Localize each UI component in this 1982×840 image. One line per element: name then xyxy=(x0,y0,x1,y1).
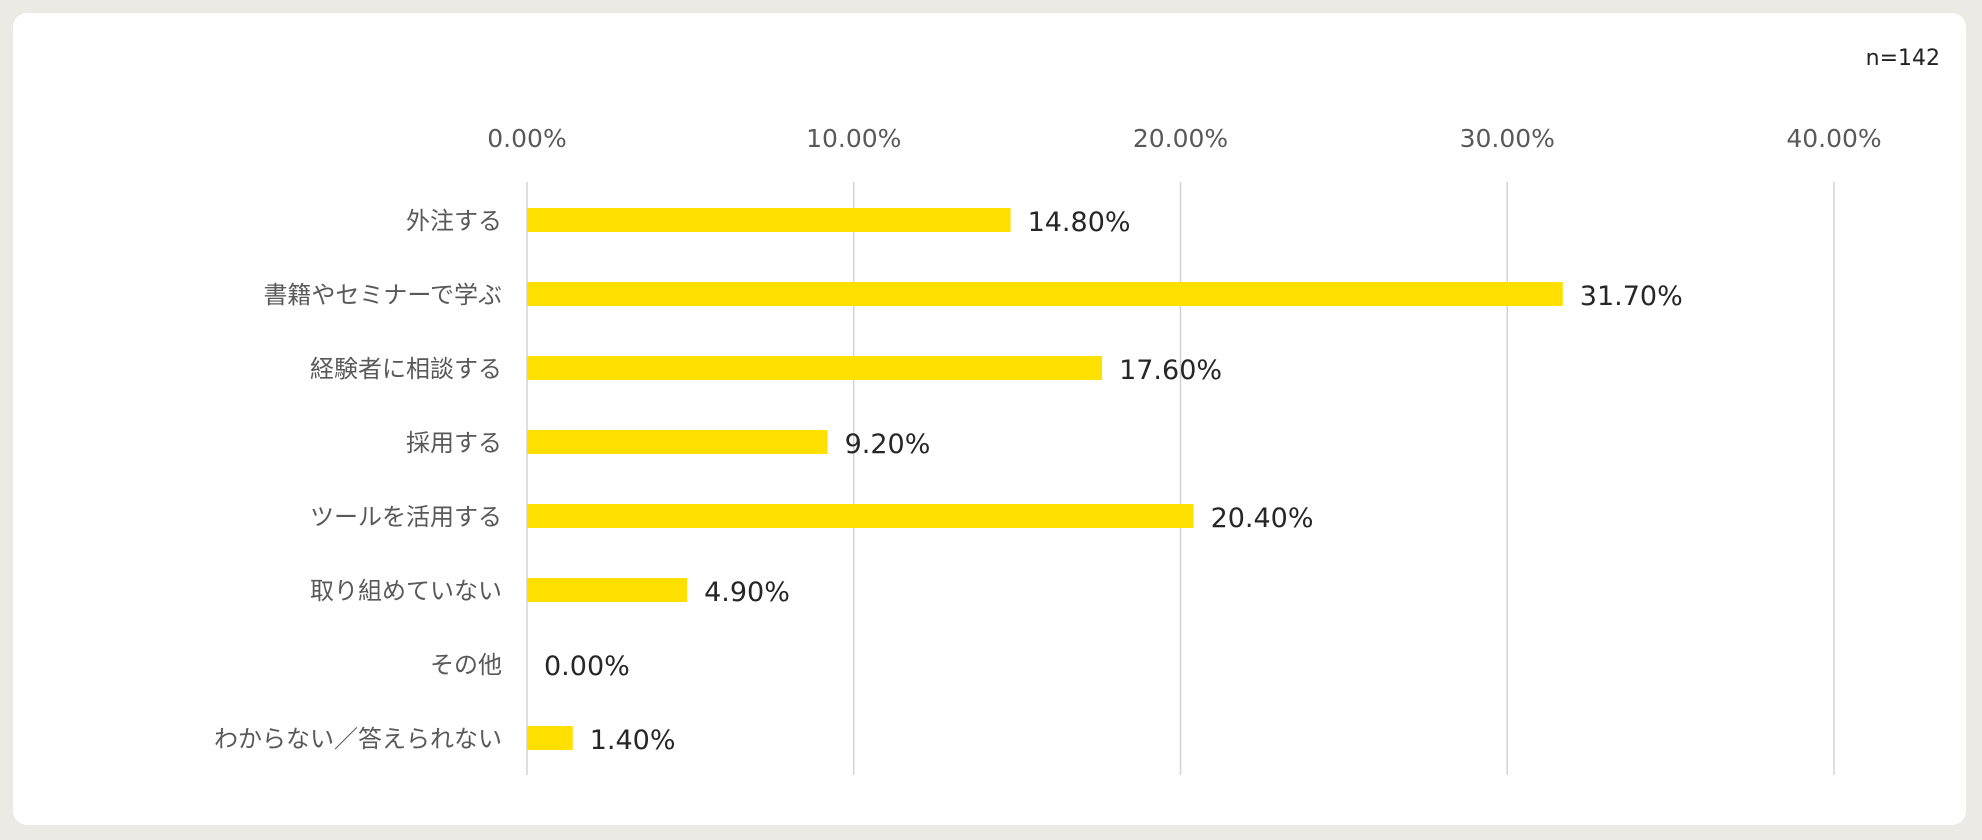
bars xyxy=(527,208,1563,750)
x-tick-label: 10.00% xyxy=(806,124,901,153)
value-label: 9.20% xyxy=(845,429,931,460)
category-label: 取り組めていない xyxy=(310,577,502,605)
category-label: 採用する xyxy=(406,429,502,457)
category-label: ツールを活用する xyxy=(310,503,502,531)
value-label: 14.80% xyxy=(1028,207,1131,238)
bar xyxy=(527,504,1194,528)
value-label: 1.40% xyxy=(590,725,676,756)
x-tick-label: 40.00% xyxy=(1786,124,1881,153)
x-tick-label: 30.00% xyxy=(1460,124,1555,153)
bar xyxy=(527,578,688,602)
value-label: 31.70% xyxy=(1580,281,1683,312)
category-labels: 外注する書籍やセミナーで学ぶ経験者に相談する採用するツールを活用する取り組めてい… xyxy=(214,207,502,753)
category-label: 経験者に相談する xyxy=(310,355,502,383)
bar xyxy=(527,356,1103,380)
bar xyxy=(527,726,573,750)
category-label: その他 xyxy=(430,651,502,679)
value-label: 17.60% xyxy=(1119,355,1222,386)
x-axis-ticks: 0.00% 10.00% 20.00% 30.00% 40.00% xyxy=(487,124,1881,153)
value-labels: 14.80% 31.70% 17.60% 9.20% 20.40% 4.90% 0.00% 1… xyxy=(544,207,1683,756)
value-label: 20.40% xyxy=(1211,503,1314,534)
sample-size-label: n=142 xyxy=(1865,46,1940,71)
bar xyxy=(527,282,1563,306)
category-label: わからない／答えられない xyxy=(214,725,502,753)
gridlines xyxy=(526,182,1835,775)
x-tick-label: 20.00% xyxy=(1133,124,1228,153)
value-label: 4.90% xyxy=(704,577,790,608)
category-label: 外注する xyxy=(406,207,502,235)
bar xyxy=(527,430,828,454)
bar xyxy=(527,208,1011,232)
value-label: 0.00% xyxy=(544,651,630,682)
chart-card xyxy=(13,13,1966,825)
x-tick-label: 0.00% xyxy=(487,124,566,153)
category-label: 書籍やセミナーで学ぶ xyxy=(263,281,502,309)
